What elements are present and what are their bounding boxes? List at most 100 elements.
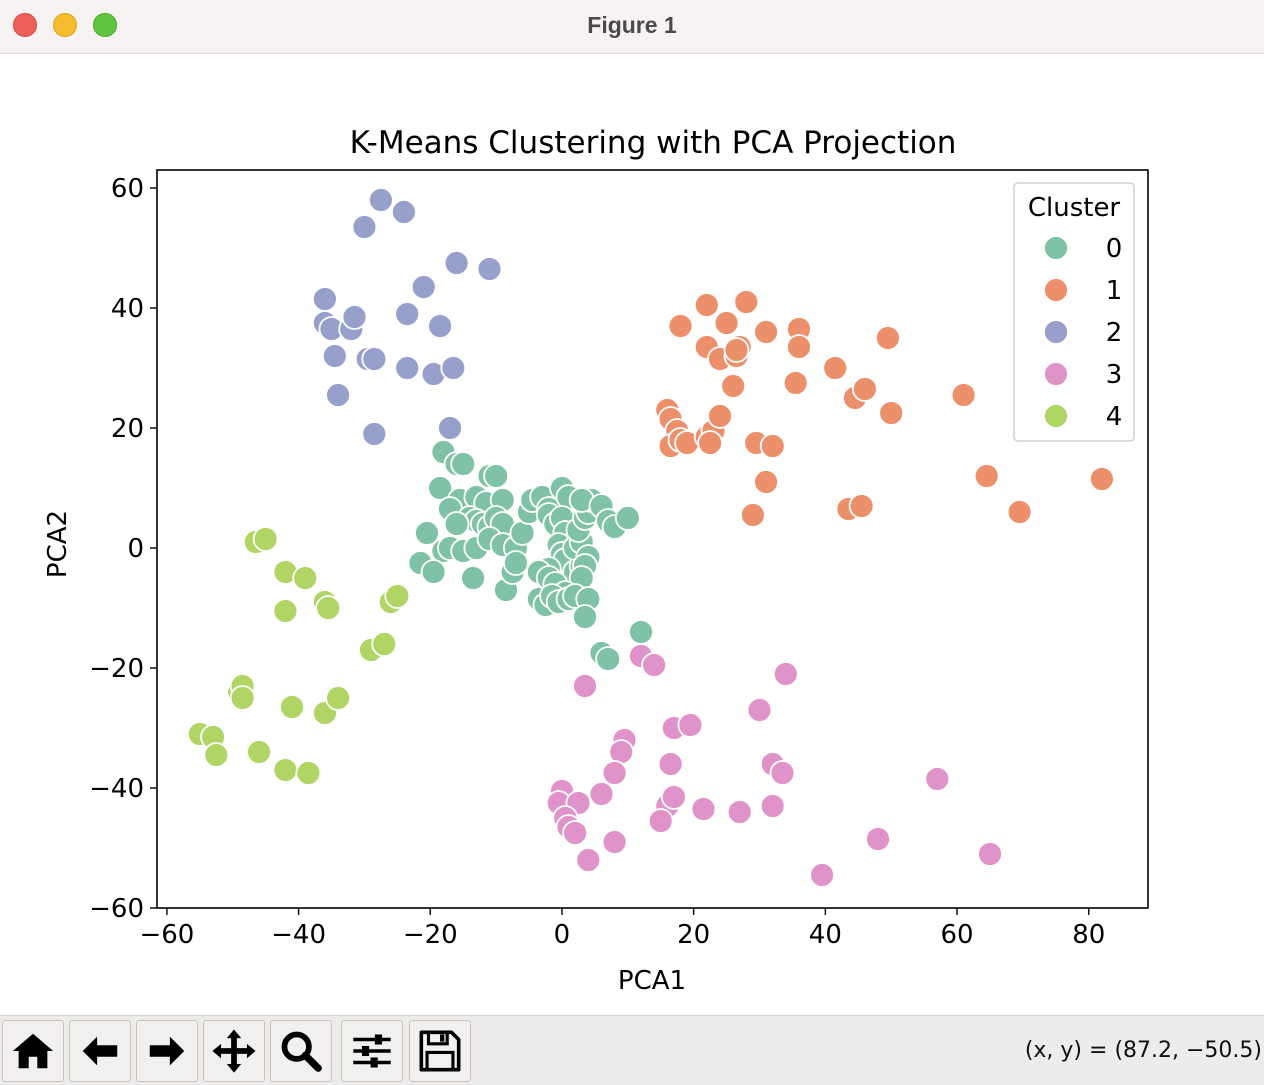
data-point-cluster-2	[394, 301, 421, 327]
data-point-cluster-2	[361, 346, 388, 372]
data-point-cluster-1	[875, 325, 901, 351]
minimize-window-button[interactable]	[53, 13, 77, 37]
data-point-cluster-4	[384, 583, 411, 609]
data-point-cluster-3	[572, 673, 598, 699]
data-point-cluster-2	[410, 274, 437, 300]
x-axis-label: PCA1	[618, 966, 686, 996]
data-point-cluster-1	[973, 463, 1000, 489]
data-point-cluster-2	[341, 304, 368, 330]
data-point-cluster-4	[371, 631, 398, 657]
data-point-cluster-3	[601, 760, 628, 786]
data-point-cluster-1	[697, 430, 723, 456]
data-point-cluster-4	[229, 685, 256, 711]
data-point-cluster-3	[575, 847, 602, 873]
data-point-cluster-4	[279, 694, 305, 720]
data-point-cluster-4	[272, 598, 299, 624]
maximize-window-button[interactable]	[93, 13, 117, 37]
data-point-cluster-0	[420, 559, 447, 585]
y-tick-label: −60	[89, 894, 144, 924]
data-point-cluster-3	[690, 796, 717, 822]
legend-label-cluster-2: 2	[1106, 318, 1123, 348]
data-point-cluster-3	[924, 766, 951, 792]
data-point-cluster-3	[759, 793, 786, 819]
data-point-cluster-3	[772, 661, 799, 687]
y-axis-ticks: −60 −40 −20 0 20 40 60	[89, 174, 157, 924]
arrow-left-icon	[82, 1036, 118, 1066]
y-tick-label: 40	[111, 294, 144, 324]
x-tick-label: 20	[677, 920, 710, 950]
legend-entries: 0 1 2 3 4	[1043, 234, 1123, 432]
data-point-cluster-2	[443, 250, 470, 276]
data-point-cluster-2	[427, 313, 454, 339]
data-point-cluster-1	[782, 370, 809, 396]
data-point-cluster-4	[292, 565, 319, 591]
legend-marker-cluster-0	[1043, 235, 1069, 261]
x-tick-label: 80	[1072, 920, 1105, 950]
data-point-cluster-1	[753, 469, 779, 495]
chart-title: K-Means Clustering with PCA Projection	[350, 125, 957, 161]
data-point-cluster-2	[390, 199, 417, 225]
y-axis-label: PCA2	[43, 510, 73, 578]
data-point-cluster-3	[865, 826, 891, 852]
data-point-cluster-4	[252, 526, 279, 552]
legend-marker-cluster-4	[1043, 403, 1069, 429]
forward-button[interactable]	[136, 1020, 198, 1082]
y-tick-label: 0	[127, 534, 144, 564]
data-point-cluster-1	[852, 376, 878, 402]
zoom-button[interactable]	[270, 1020, 332, 1082]
data-point-cluster-1	[822, 355, 849, 381]
data-point-cluster-0	[427, 475, 454, 501]
data-point-cluster-1	[740, 502, 766, 528]
data-point-cluster-3	[601, 829, 628, 855]
data-point-cluster-0	[460, 565, 487, 591]
data-point-cluster-0	[414, 520, 440, 546]
data-point-cluster-3	[647, 808, 674, 834]
data-point-cluster-4	[272, 757, 299, 783]
data-point-cluster-3	[657, 751, 684, 777]
data-point-cluster-1	[707, 403, 733, 429]
magnifier-icon	[281, 1031, 322, 1072]
window-title: Figure 1	[587, 12, 677, 38]
pan-button[interactable]	[203, 1020, 265, 1082]
data-point-cluster-1	[1089, 466, 1115, 492]
data-point-cluster-3	[977, 841, 1003, 867]
legend-marker-cluster-2	[1043, 319, 1069, 345]
sliders-icon	[353, 1034, 391, 1068]
legend-label-cluster-4: 4	[1106, 402, 1123, 432]
data-point-cluster-1	[786, 334, 812, 360]
data-point-cluster-3	[588, 781, 615, 807]
legend-marker-cluster-1	[1043, 277, 1069, 303]
data-point-cluster-1	[720, 373, 747, 399]
data-point-cluster-3	[769, 760, 796, 786]
x-tick-label: −60	[139, 920, 194, 950]
configure-subplots-button[interactable]	[341, 1020, 403, 1082]
data-point-cluster-2	[325, 382, 352, 408]
legend-title: Cluster	[1028, 193, 1121, 223]
data-point-cluster-2	[311, 286, 338, 312]
navigation-toolbar: (x, y) = (87.2, −50.5)	[0, 1015, 1264, 1085]
data-point-cluster-4	[325, 685, 352, 711]
data-point-cluster-3	[746, 697, 773, 723]
data-point-cluster-1	[759, 433, 786, 459]
data-point-cluster-0	[450, 451, 477, 477]
scatter-plot: K-Means Clustering with PCA Projection −…	[43, 125, 1149, 996]
save-button[interactable]	[409, 1020, 471, 1082]
data-point-cluster-1	[667, 313, 694, 339]
back-button[interactable]	[69, 1020, 131, 1082]
data-point-cluster-1	[1006, 499, 1033, 525]
data-point-cluster-4	[246, 739, 273, 765]
x-tick-label: 60	[940, 920, 973, 950]
data-point-cluster-2	[351, 214, 378, 240]
y-tick-label: −20	[89, 654, 144, 684]
legend: Cluster 0 1 2 3 4	[1013, 182, 1135, 442]
y-tick-label: 60	[111, 174, 144, 204]
figure-canvas[interactable]: K-Means Clustering with PCA Projection −…	[0, 55, 1264, 1015]
close-window-button[interactable]	[13, 13, 37, 37]
home-button[interactable]	[2, 1020, 64, 1082]
data-point-cluster-0	[614, 505, 641, 531]
data-point-cluster-0	[443, 511, 470, 537]
cursor-coordinates: (x, y) = (87.2, −50.5)	[1024, 1038, 1262, 1063]
data-point-cluster-0	[628, 619, 654, 645]
legend-label-cluster-1: 1	[1106, 276, 1123, 306]
data-point-cluster-1	[723, 337, 750, 363]
